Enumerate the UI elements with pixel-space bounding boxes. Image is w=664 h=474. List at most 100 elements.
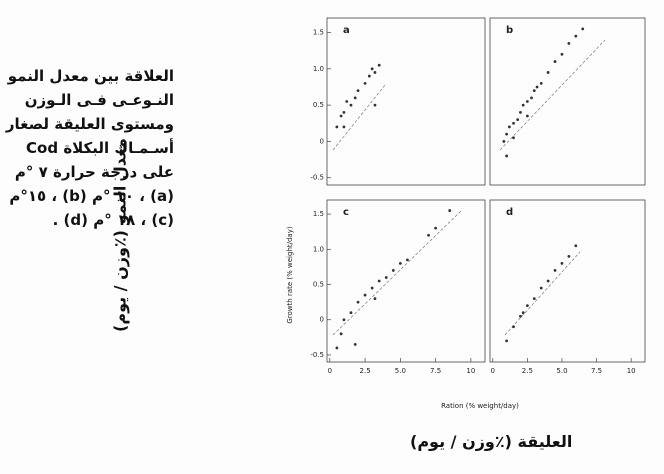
point — [349, 103, 353, 107]
y-tick-label: 0 — [320, 137, 324, 145]
point — [512, 136, 515, 140]
panel-frame — [489, 17, 646, 186]
point — [342, 125, 346, 129]
point — [427, 233, 430, 237]
point — [505, 154, 509, 158]
point — [539, 286, 543, 290]
point — [345, 100, 349, 103]
point — [532, 89, 536, 93]
point — [353, 96, 357, 100]
point — [560, 52, 564, 56]
point — [356, 89, 360, 93]
point — [335, 346, 339, 350]
x-tick-label: 10 — [627, 367, 636, 375]
point — [507, 125, 511, 129]
caption-line: (c) ، ١٨ °م (d) . — [52, 211, 174, 229]
fit-line — [332, 84, 386, 151]
caption-line: النـوعـى فـى الـوزن — [24, 91, 174, 109]
y-tick-label: 1.5 — [313, 210, 324, 218]
panel-label: c — [343, 207, 349, 218]
panel-frame — [326, 199, 486, 363]
point — [521, 311, 525, 315]
caption-line: أسـمـاك البكلاة Cod — [26, 139, 174, 157]
point — [370, 286, 374, 290]
point — [367, 74, 371, 78]
point — [502, 140, 506, 143]
y-tick-label: 1.0 — [313, 65, 324, 73]
point — [567, 254, 571, 258]
x-tick-label: 7.5 — [591, 367, 602, 375]
point — [512, 121, 515, 125]
y-tick-label: 0.5 — [313, 101, 324, 109]
x-tick-label: 7.5 — [430, 367, 441, 375]
point — [406, 258, 409, 262]
y-tick-label: -0.5 — [310, 174, 324, 182]
point — [373, 297, 377, 301]
point — [521, 103, 525, 107]
y-tick-label: -0.5 — [310, 351, 324, 359]
point — [353, 342, 357, 346]
x-tick-label: 10 — [466, 367, 475, 375]
point — [546, 279, 550, 283]
y-tick-label: 0 — [320, 316, 324, 324]
point — [377, 63, 381, 67]
x-axis-label-ar: العليقة (٪وزن / يوم) — [410, 432, 573, 451]
point — [525, 100, 529, 103]
point — [560, 261, 564, 265]
point — [363, 81, 367, 85]
caption-line: (a) ، ١٠ °م (b) ، ١٥°م — [9, 187, 174, 205]
caption-line: ومستوى العليقة لصغار — [5, 115, 174, 133]
point — [546, 71, 550, 74]
caption: العلاقة بين معدل النمو النـوعـى فـى الـو… — [4, 64, 174, 232]
fit-line — [332, 209, 463, 336]
point — [384, 276, 388, 279]
point — [535, 85, 539, 89]
point — [574, 244, 578, 248]
point — [373, 71, 377, 74]
point — [448, 209, 452, 212]
point — [391, 269, 395, 272]
panel-label: a — [343, 25, 350, 36]
point — [363, 293, 367, 297]
x-tick-label: 5.0 — [395, 367, 406, 375]
point — [519, 110, 522, 114]
point — [373, 103, 377, 107]
point — [530, 96, 533, 100]
x-tick-label: 0 — [328, 367, 332, 375]
fit-line — [504, 251, 581, 336]
point — [505, 339, 509, 343]
y-tick-label: 0.5 — [313, 281, 324, 289]
x-tick-label: 5.0 — [556, 367, 567, 375]
x-tick-label: 2.5 — [360, 367, 371, 375]
point — [356, 300, 360, 304]
x-tick-label: 2.5 — [522, 367, 533, 375]
point — [335, 125, 339, 129]
point — [339, 332, 343, 336]
point — [539, 81, 543, 85]
point — [567, 42, 571, 45]
point — [574, 34, 578, 38]
panel-label: b — [506, 25, 513, 36]
point — [553, 60, 557, 63]
point — [505, 132, 509, 136]
y-tick-label: 1.5 — [313, 29, 324, 37]
x-axis-label: Ration (% weight/day) — [441, 402, 519, 410]
fit-lines — [332, 39, 606, 336]
point — [532, 297, 536, 301]
point — [377, 279, 381, 283]
point — [581, 27, 585, 31]
x-tick-label: 0 — [491, 367, 495, 375]
point — [519, 314, 522, 318]
point — [525, 304, 529, 308]
y-axis-label: Growth rate (% weight/day) — [286, 226, 294, 323]
y-tick-label: 1.0 — [313, 245, 324, 253]
point — [349, 311, 353, 315]
fit-line — [499, 39, 606, 151]
point — [398, 261, 402, 265]
point — [339, 114, 343, 118]
panel-label: d — [506, 207, 513, 218]
point — [342, 318, 346, 322]
point — [525, 114, 529, 118]
